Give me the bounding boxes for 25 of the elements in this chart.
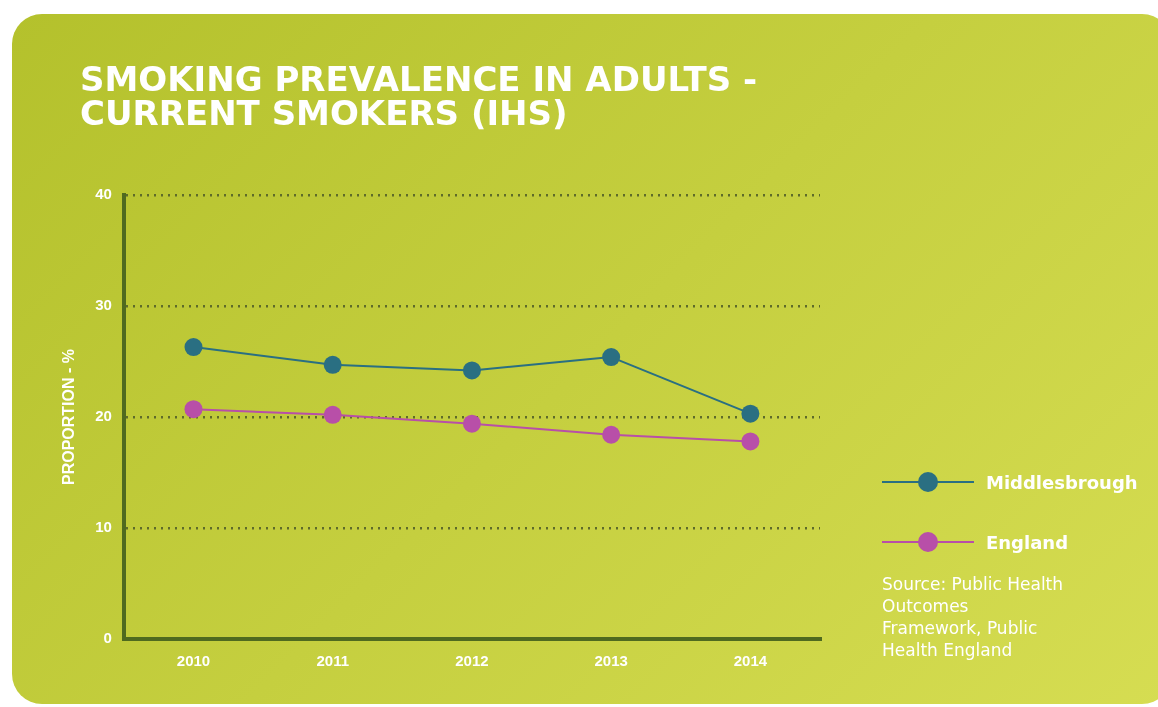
- point: [741, 404, 760, 423]
- x-tick-label: 2012: [455, 652, 489, 670]
- x-tick-label: 2011: [316, 652, 349, 670]
- point: [462, 361, 481, 380]
- y-tick-label: 10: [95, 518, 112, 536]
- y-tick-label: 40: [95, 185, 112, 203]
- point: [323, 405, 342, 424]
- x-tick-label: 2013: [594, 652, 628, 670]
- point: [602, 348, 621, 367]
- source-note: Source: Public Health Outcomes Framework, Public Health England: [882, 573, 1065, 661]
- point: [741, 432, 760, 451]
- y-tick-label: 30: [95, 296, 112, 314]
- y-axis-title: PROPORTION - %: [60, 348, 78, 486]
- x-tick-label: 2010: [176, 652, 211, 670]
- point: [184, 400, 203, 419]
- point: [184, 338, 203, 357]
- point: [323, 355, 342, 374]
- x-tick-label: 2014: [733, 652, 768, 670]
- text: England: [986, 531, 1069, 553]
- point: [462, 414, 481, 433]
- point: [602, 425, 621, 444]
- y-tick-label: 0: [103, 629, 112, 647]
- text: Middlesbrough: [986, 471, 1138, 493]
- y-tick-label: 20: [95, 407, 112, 425]
- chart-title: SMOKING PREVALENCE IN ADULTS - CURRENT SMOKERS (IHS): [80, 59, 759, 133]
